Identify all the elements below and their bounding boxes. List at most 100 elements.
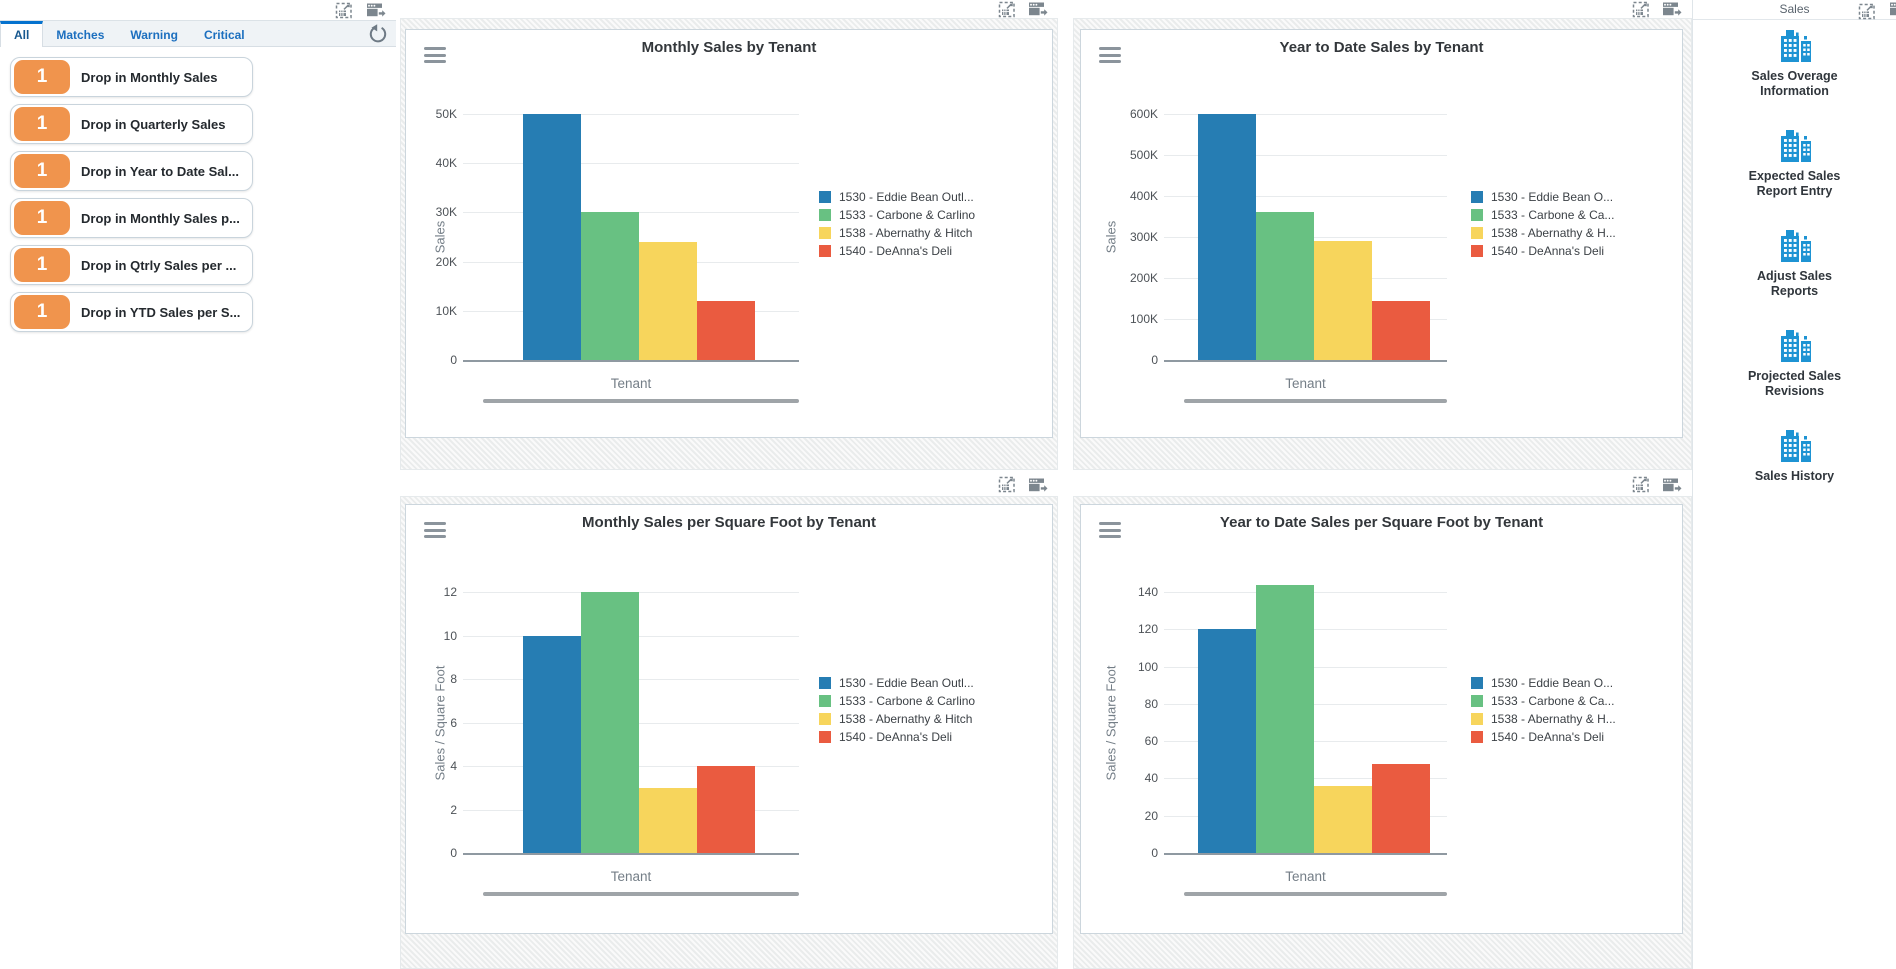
- tab-all[interactable]: All: [0, 21, 44, 47]
- x-axis-scrollbar[interactable]: [1184, 892, 1447, 896]
- legend-item[interactable]: 1540 - DeAnna's Deli: [819, 242, 975, 260]
- alert-card[interactable]: 1 Drop in Year to Date Sal...: [10, 151, 253, 191]
- tab-matches[interactable]: Matches: [56, 28, 105, 42]
- y-tick-label: 30K: [435, 205, 457, 220]
- gridline: [1164, 114, 1447, 115]
- maximize-icon[interactable]: [1858, 2, 1876, 20]
- bar-1538 - Abernathy & Hitch[interactable]: [639, 241, 697, 360]
- alert-card[interactable]: 1 Drop in Qtrly Sales per ...: [10, 245, 253, 285]
- alert-card[interactable]: 1 Drop in Monthly Sales: [10, 57, 253, 97]
- sales-nav-panel: Sales S: [1692, 0, 1896, 969]
- alert-card[interactable]: 1 Drop in Quarterly Sales: [10, 104, 253, 144]
- legend-label: 1533 - Carbone & Carlino: [839, 693, 976, 708]
- legend-label: 1533 - Carbone & Ca...: [1491, 208, 1615, 222]
- maximize-icon[interactable]: [1632, 475, 1650, 493]
- bar-1540 - DeAnna's Deli[interactable]: [1371, 301, 1430, 360]
- tab-warning[interactable]: Warning: [130, 28, 178, 42]
- export-window-icon[interactable]: [1663, 478, 1682, 493]
- chart-menu-icon[interactable]: [424, 47, 446, 64]
- legend-swatch: [819, 191, 831, 203]
- legend-label: 1530 - Eddie Bean O...: [1491, 190, 1614, 204]
- legend-item[interactable]: 1538 - Abernathy & H...: [1471, 710, 1616, 728]
- bar-1538 - Abernathy & Hitch[interactable]: [639, 787, 697, 853]
- legend-item[interactable]: 1530 - Eddie Bean O...: [1471, 188, 1616, 206]
- bar-1540 - DeAnna's Deli[interactable]: [1371, 763, 1430, 853]
- chart-card: Monthly Sales per Square Foot by Tenant 0…: [405, 504, 1053, 934]
- export-window-icon[interactable]: [1663, 2, 1682, 17]
- maximize-icon[interactable]: [998, 475, 1016, 493]
- y-tick-label: 200K: [1129, 271, 1158, 285]
- maximize-icon[interactable]: [335, 1, 353, 19]
- y-axis-title: Sales / Square Foot: [432, 665, 448, 780]
- bar-1540 - DeAnna's Deli[interactable]: [697, 766, 755, 853]
- legend-label: 1540 - DeAnna's Deli: [839, 244, 953, 258]
- legend-item[interactable]: 1533 - Carbone & Carlino: [819, 206, 975, 224]
- bar-1530 - Eddie Bean Outl...[interactable]: [523, 635, 581, 853]
- legend-item[interactable]: 1540 - DeAnna's Deli: [819, 728, 975, 746]
- legend-item[interactable]: 1540 - DeAnna's Deli: [1471, 728, 1616, 746]
- gridline: [1164, 155, 1447, 156]
- export-window-icon[interactable]: [1029, 2, 1048, 17]
- bar-1530 - Eddie Bean O...[interactable]: [1197, 114, 1256, 360]
- bar-1538 - Abernathy & H...[interactable]: [1313, 241, 1372, 360]
- legend-item[interactable]: 1533 - Carbone & Ca...: [1471, 206, 1616, 224]
- legend-swatch: [1471, 676, 1483, 689]
- bar-1533 - Carbone & Carlino[interactable]: [581, 592, 639, 853]
- x-axis-scrollbar[interactable]: [483, 892, 799, 896]
- legend-item[interactable]: 1530 - Eddie Bean Outl...: [819, 674, 975, 692]
- refresh-icon[interactable]: [368, 24, 388, 44]
- export-window-icon[interactable]: [1890, 2, 1896, 17]
- legend-item[interactable]: 1533 - Carbone & Ca...: [1471, 692, 1616, 710]
- chart-legend: 1530 - Eddie Bean Outl... 1533 - Carbone …: [819, 674, 975, 746]
- alert-card[interactable]: 1 Drop in YTD Sales per S...: [10, 292, 253, 332]
- export-window-icon[interactable]: [1029, 478, 1048, 493]
- chart-card: Monthly Sales by Tenant 0 10K 20K 30K 40K 50K S…: [405, 29, 1053, 438]
- y-axis-title: Sales: [1103, 220, 1119, 254]
- sales-nav-item[interactable]: Expected Sales Report Entry: [1693, 128, 1896, 199]
- maximize-icon[interactable]: [998, 0, 1016, 18]
- alert-label: Drop in Qtrly Sales per ...: [81, 257, 237, 273]
- bar-1533 - Carbone & Carlino[interactable]: [581, 212, 639, 360]
- x-axis-line: [463, 853, 799, 855]
- sales-nav-item[interactable]: Adjust Sales Reports: [1693, 228, 1896, 299]
- bar-1530 - Eddie Bean Outl...[interactable]: [523, 114, 581, 360]
- chart-card: Year to Date Sales per Square Foot by Te…: [1080, 504, 1683, 934]
- y-tick-label: 6: [450, 715, 457, 730]
- legend-item[interactable]: 1538 - Abernathy & Hitch: [819, 224, 975, 242]
- legend-label: 1540 - DeAnna's Deli: [839, 729, 953, 744]
- chart-menu-icon[interactable]: [1099, 47, 1121, 64]
- y-tick-label: 50K: [435, 107, 457, 121]
- legend-item[interactable]: 1538 - Abernathy & Hitch: [819, 710, 975, 728]
- legend-item[interactable]: 1533 - Carbone & Carlino: [819, 692, 975, 710]
- legend-item[interactable]: 1530 - Eddie Bean O...: [1471, 674, 1616, 692]
- chart-title: Year to Date Sales per Square Foot by Te…: [1219, 514, 1544, 531]
- x-axis-scrollbar[interactable]: [1184, 399, 1447, 403]
- region-toolbar: [1073, 0, 1692, 18]
- legend-item[interactable]: 1538 - Abernathy & H...: [1471, 224, 1616, 242]
- legend-swatch: [819, 209, 831, 221]
- bar-1540 - DeAnna's Deli[interactable]: [697, 300, 755, 360]
- bar-1533 - Carbone & Ca...[interactable]: [1255, 212, 1314, 360]
- legend-label: 1530 - Eddie Bean Outl...: [839, 190, 974, 204]
- tab-critical[interactable]: Critical: [203, 28, 245, 42]
- x-axis-scrollbar[interactable]: [483, 399, 799, 403]
- alert-label: Drop in Monthly Sales: [81, 69, 218, 85]
- legend-item[interactable]: 1540 - DeAnna's Deli: [1471, 242, 1616, 260]
- chart-menu-icon[interactable]: [1099, 522, 1121, 539]
- chart-region-monthly-sales: Monthly Sales by Tenant 0 10K 20K 30K 40K 50K S…: [400, 0, 1058, 470]
- chart-menu-icon[interactable]: [424, 522, 446, 539]
- sales-nav-item[interactable]: Sales History: [1693, 428, 1896, 484]
- alert-card[interactable]: 1 Drop in Monthly Sales p...: [10, 198, 253, 238]
- x-axis-line: [463, 360, 799, 362]
- bar-1538 - Abernathy & H...[interactable]: [1313, 785, 1372, 853]
- x-axis-title: Tenant: [1285, 869, 1326, 884]
- legend-item[interactable]: 1530 - Eddie Bean Outl...: [819, 188, 975, 206]
- export-window-icon[interactable]: [367, 3, 386, 18]
- maximize-icon[interactable]: [1632, 0, 1650, 18]
- bar-1530 - Eddie Bean O...[interactable]: [1197, 629, 1256, 853]
- alerts-panel: All Matches Warning Critical 1 Drop in Month…: [0, 0, 396, 969]
- sales-nav-item[interactable]: Projected Sales Revisions: [1693, 328, 1896, 399]
- legend-swatch: [1471, 712, 1483, 725]
- bar-1533 - Carbone & Ca...[interactable]: [1255, 584, 1314, 853]
- sales-nav-item[interactable]: Sales Overage Information: [1693, 28, 1896, 99]
